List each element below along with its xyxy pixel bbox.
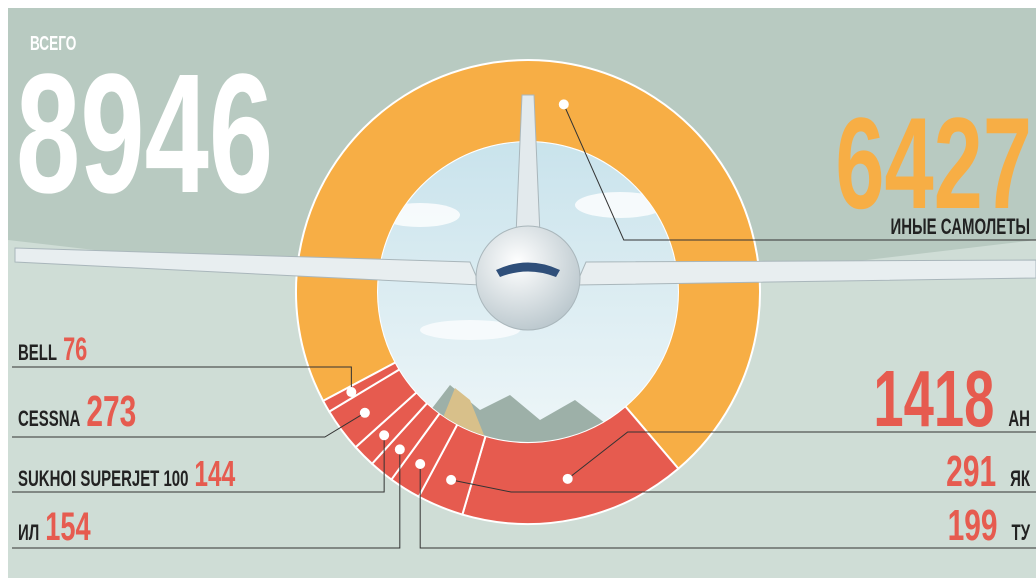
category-label: ИЛ — [18, 520, 39, 545]
value-label: 1418 — [873, 354, 994, 443]
leader-line — [12, 435, 385, 493]
leader-line — [12, 449, 401, 549]
value-label: 199 — [948, 501, 998, 550]
cloud — [575, 192, 665, 218]
donut — [295, 59, 761, 525]
value-label: 291 — [946, 447, 996, 496]
leader-line — [563, 104, 1036, 241]
leader-line — [419, 464, 1036, 549]
category-label: АН — [1008, 406, 1030, 431]
leader-line — [451, 479, 1036, 493]
total-label: ВСЕГО — [30, 33, 76, 55]
category-label: ТУ — [1012, 520, 1031, 545]
category-label: ИНЫЕ САМОЛЕТЫ — [890, 214, 1030, 239]
leader-line — [567, 431, 1036, 480]
cloud — [420, 320, 520, 340]
leader-dot — [446, 474, 457, 485]
value-label: 76 — [63, 331, 87, 367]
value-label: 144 — [194, 453, 235, 494]
leader-dot — [562, 473, 573, 484]
category-label: CESSNA — [18, 406, 80, 431]
value-label: 273 — [86, 387, 136, 436]
fuselage — [475, 225, 581, 331]
value-label: 6427 — [835, 90, 1032, 236]
leaders — [12, 99, 1036, 549]
total-value: 8946 — [16, 39, 273, 229]
leader-dot — [394, 444, 405, 455]
leader-line — [12, 366, 352, 393]
windshield — [496, 262, 560, 277]
leader-line — [12, 412, 366, 438]
category-label: BELL — [18, 340, 57, 365]
leader-dot — [359, 407, 370, 418]
category-label: SUKHOI SUPERJET 100 — [18, 466, 188, 491]
leader-dot — [379, 430, 390, 441]
leader-dot — [415, 459, 426, 470]
value-label: 154 — [45, 505, 91, 549]
leader-dot — [346, 387, 357, 398]
category-label: ЯК — [1010, 466, 1030, 491]
leader-dot — [558, 99, 569, 110]
